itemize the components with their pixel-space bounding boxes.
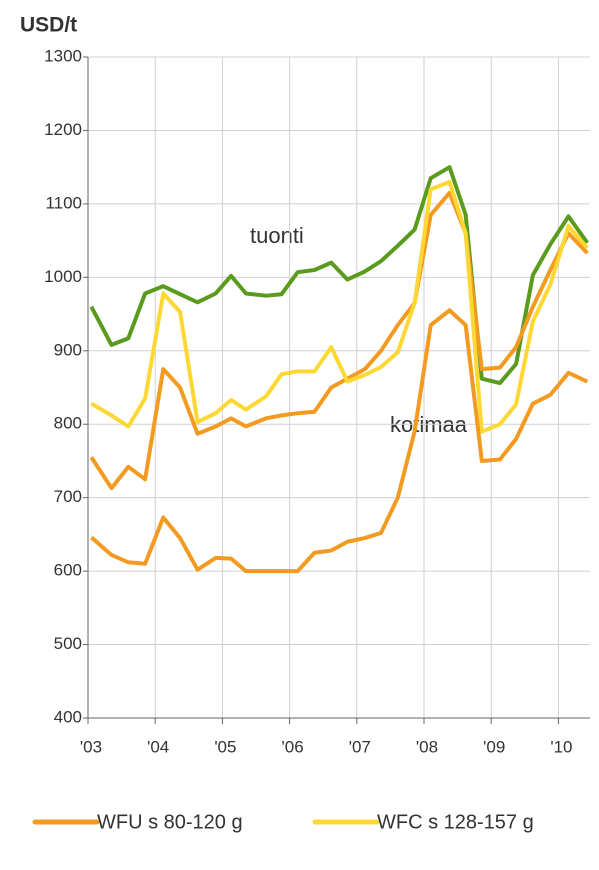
line-series xyxy=(90,179,589,434)
x-tick-label: '03 xyxy=(80,737,102,756)
y-tick-label: 1200 xyxy=(44,120,82,139)
x-tick-label: '04 xyxy=(147,737,169,756)
chart-title: USD/t xyxy=(20,14,77,37)
x-tick-label: '08 xyxy=(416,737,438,756)
y-tick-label: 600 xyxy=(54,561,82,580)
x-tick-label: '05 xyxy=(214,737,236,756)
x-tick-label: '06 xyxy=(282,737,304,756)
line-series xyxy=(90,308,589,574)
y-tick-label: 700 xyxy=(54,487,82,506)
x-tick-label: '10 xyxy=(550,737,572,756)
legend-label: WFC s 128-157 g xyxy=(377,811,534,833)
legend-label: WFU s 80-120 g xyxy=(97,811,243,833)
line-series xyxy=(89,190,589,491)
line-series xyxy=(89,165,589,386)
y-tick-label: 500 xyxy=(54,634,82,653)
y-tick-label: 800 xyxy=(54,414,82,433)
y-tick-label: 400 xyxy=(54,707,82,726)
x-tick-label: '07 xyxy=(349,737,371,756)
annotation: tuonti xyxy=(250,223,304,248)
y-tick-label: 900 xyxy=(54,340,82,359)
y-tick-label: 1300 xyxy=(44,46,82,65)
y-tick-label: 1100 xyxy=(45,193,82,212)
x-tick-label: '09 xyxy=(483,737,505,756)
y-tick-label: 1000 xyxy=(44,267,82,286)
